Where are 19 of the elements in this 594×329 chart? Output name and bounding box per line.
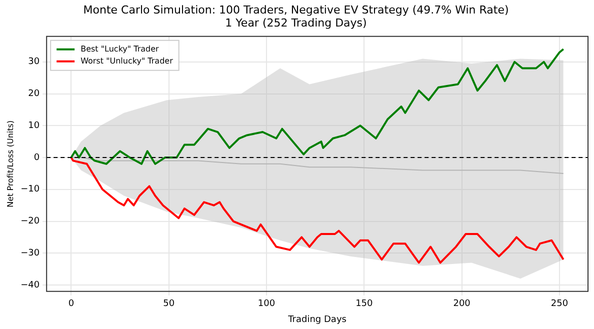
x-tick-label: 250 xyxy=(550,299,568,310)
chart-title: Monte Carlo Simulation: 100 Traders, Negative EV Strategy (49.7% Win Rate) 1 Year (252 Trading Days) xyxy=(83,3,509,30)
x-tick-label: 200 xyxy=(453,299,471,310)
y-tick-label: 30 xyxy=(28,57,40,68)
x-axis-title: Trading Days xyxy=(287,314,347,325)
y-tick-label: 10 xyxy=(28,120,40,131)
legend-label: Worst "Unlucky" Trader xyxy=(80,56,174,66)
y-axis-title: Net Profit/Loss (Units) xyxy=(6,120,15,208)
y-tick-label: −10 xyxy=(20,184,40,195)
x-tick-label: 150 xyxy=(356,299,374,310)
y-tick-label: −20 xyxy=(20,216,40,227)
y-tick-label: −30 xyxy=(20,248,40,258)
x-tick-label: 0 xyxy=(68,299,74,310)
x-tick-label: 100 xyxy=(258,299,276,310)
y-tick-label: 20 xyxy=(28,89,40,100)
y-tick-label: 0 xyxy=(34,152,40,163)
x-tick-label: 50 xyxy=(163,299,175,310)
y-tick-label: −40 xyxy=(20,280,40,290)
legend-label: Best "Lucky" Trader xyxy=(80,44,160,54)
